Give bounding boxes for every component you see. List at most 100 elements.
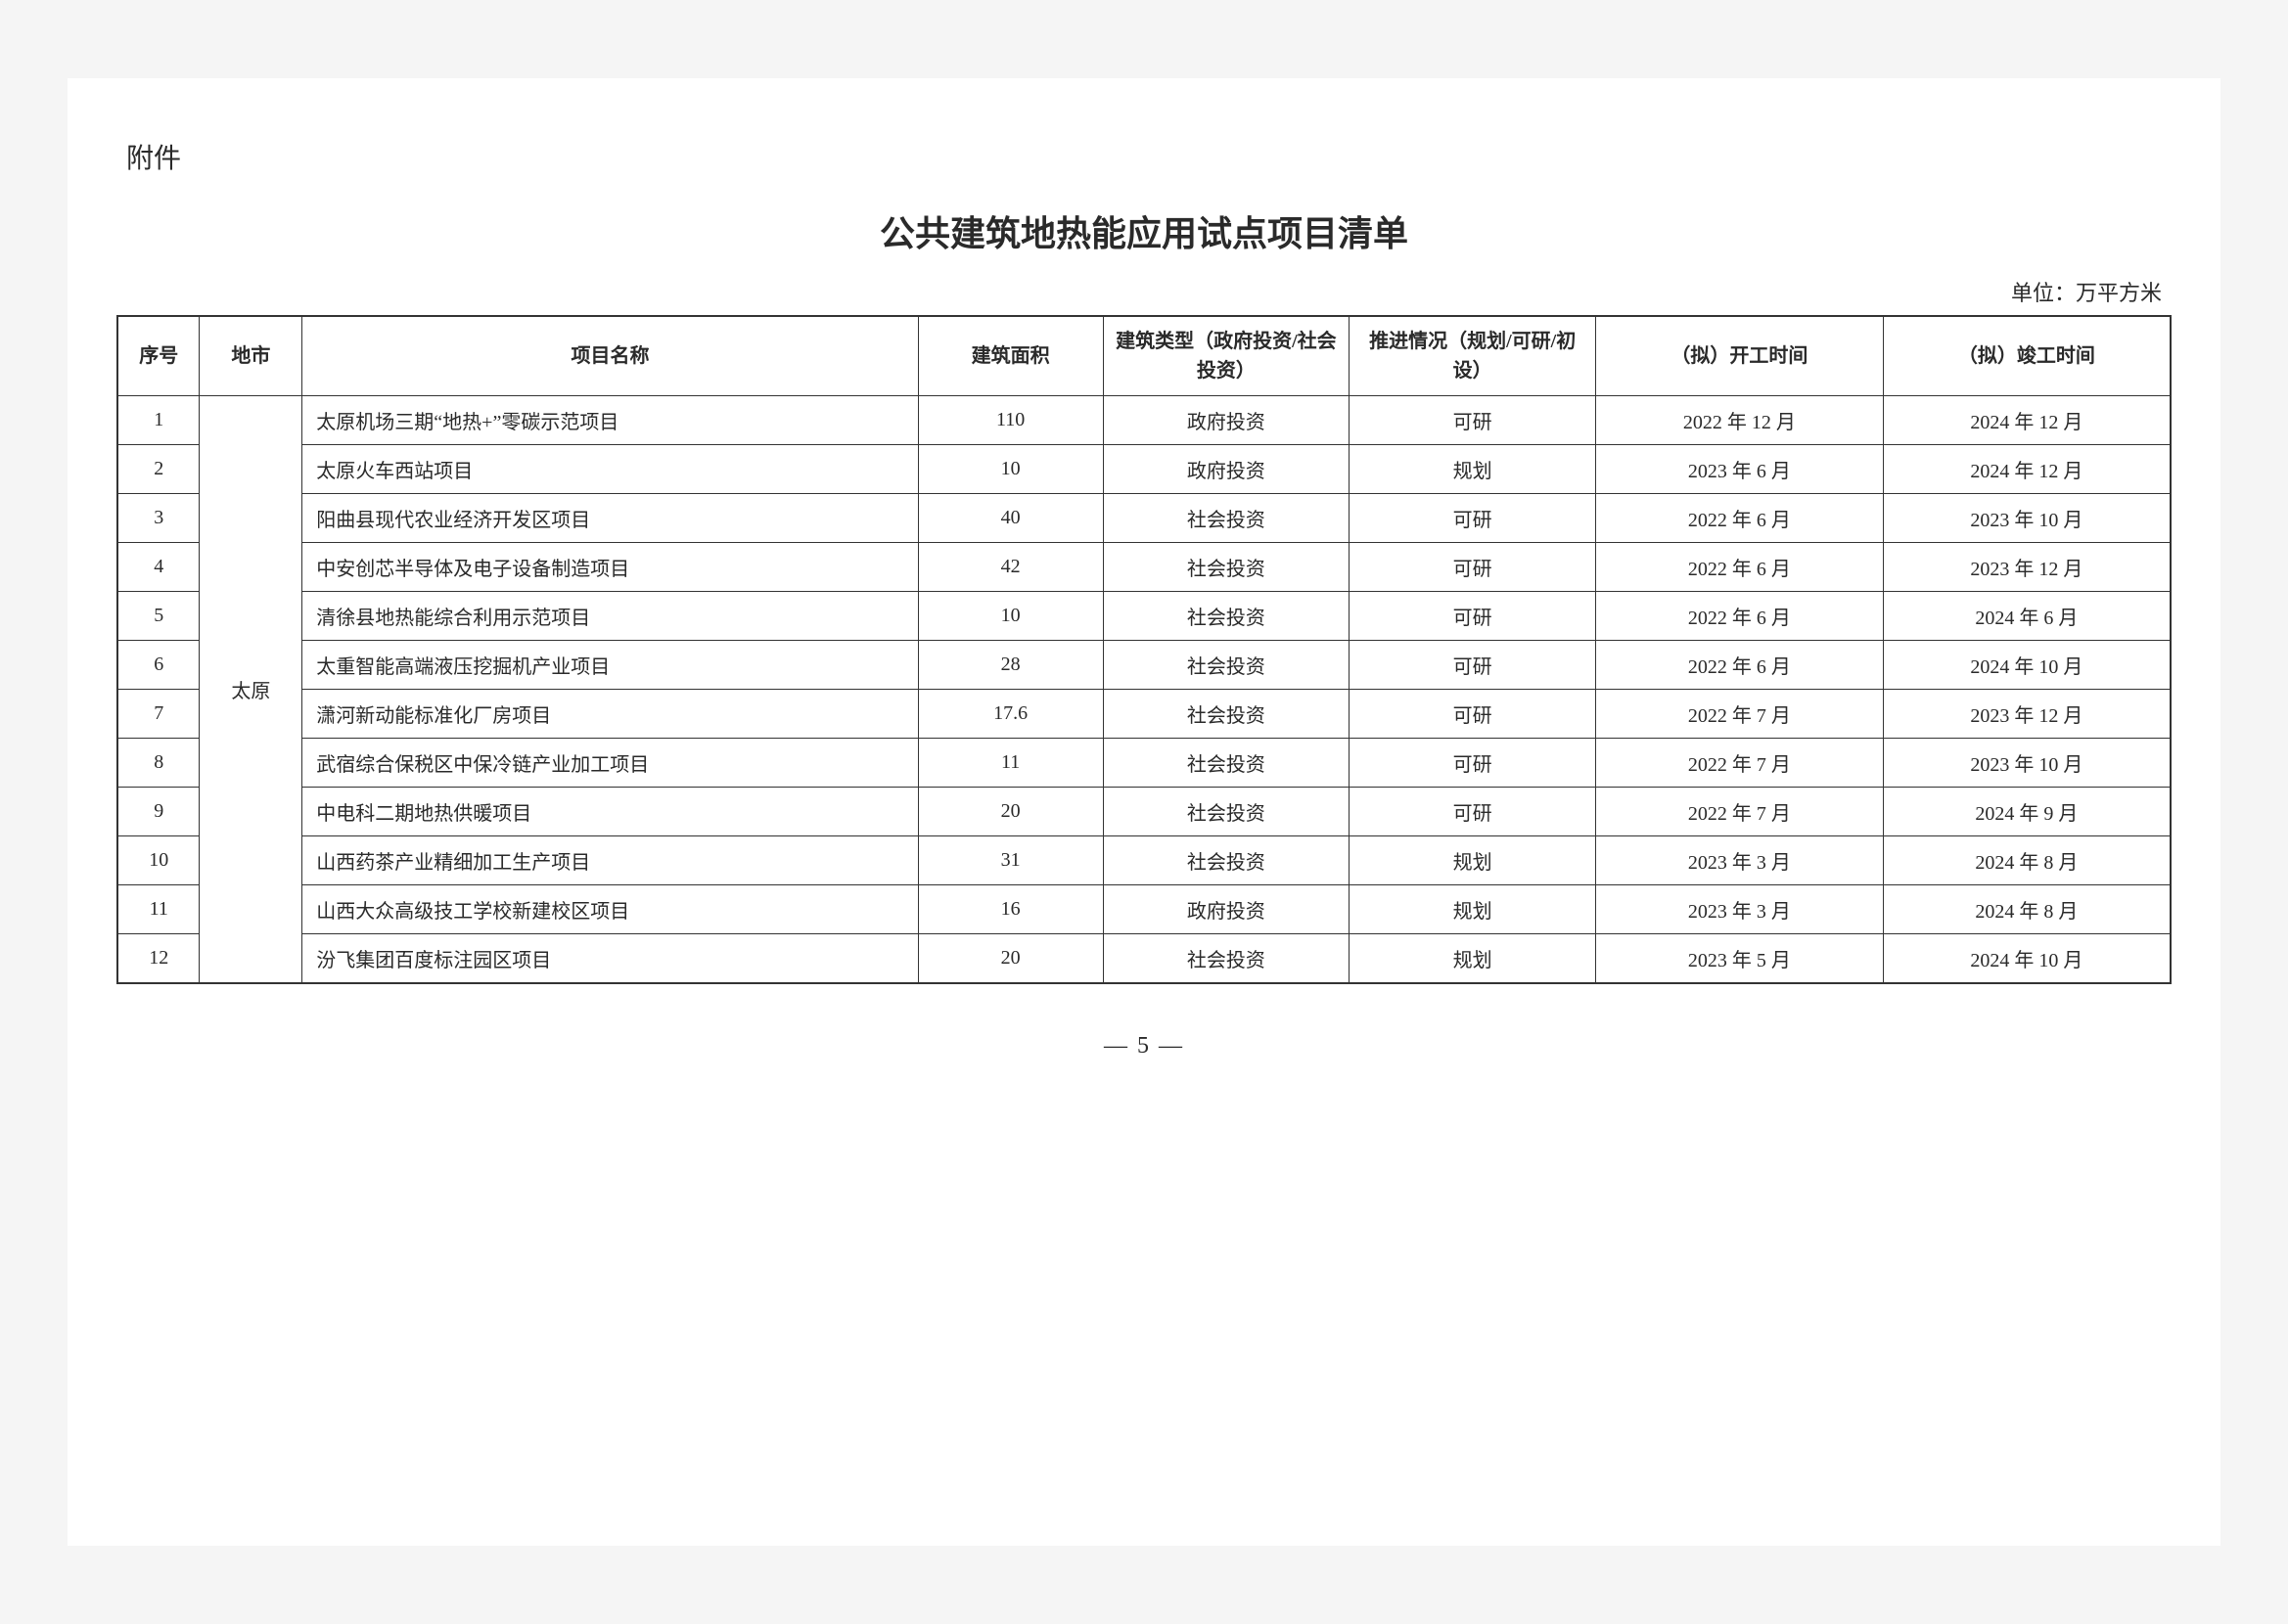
cell-status: 可研 [1350, 641, 1596, 690]
cell-start: 2022 年 7 月 [1596, 788, 1884, 836]
cell-area: 110 [918, 396, 1103, 445]
header-end: （拟）竣工时间 [1883, 316, 2171, 396]
cell-area: 11 [918, 739, 1103, 788]
unit-label: 单位：万平方米 [116, 276, 2172, 307]
document-title: 公共建筑地热能应用试点项目清单 [116, 205, 2172, 256]
cell-status: 可研 [1350, 788, 1596, 836]
cell-type: 社会投资 [1103, 543, 1350, 592]
cell-area: 10 [918, 592, 1103, 641]
cell-seq: 4 [117, 543, 200, 592]
cell-status: 可研 [1350, 543, 1596, 592]
cell-status: 可研 [1350, 396, 1596, 445]
table-row: 8 武宿综合保税区中保冷链产业加工项目 11 社会投资 可研 2022 年 7 … [117, 739, 2171, 788]
cell-start: 2023 年 3 月 [1596, 836, 1884, 885]
cell-area: 10 [918, 445, 1103, 494]
appendix-label: 附件 [126, 137, 2172, 176]
cell-end: 2023 年 10 月 [1883, 494, 2171, 543]
header-status: 推进情况（规划/可研/初设） [1350, 316, 1596, 396]
project-table: 序号 地市 项目名称 建筑面积 建筑类型（政府投资/社会投资） 推进情况（规划/… [116, 315, 2172, 984]
cell-start: 2022 年 6 月 [1596, 494, 1884, 543]
cell-end: 2024 年 10 月 [1883, 934, 2171, 984]
cell-name: 太原机场三期“地热+”零碳示范项目 [302, 396, 918, 445]
cell-seq: 2 [117, 445, 200, 494]
cell-name: 山西药茶产业精细加工生产项目 [302, 836, 918, 885]
cell-start: 2022 年 7 月 [1596, 739, 1884, 788]
cell-status: 可研 [1350, 592, 1596, 641]
cell-area: 17.6 [918, 690, 1103, 739]
cell-area: 31 [918, 836, 1103, 885]
table-header-row: 序号 地市 项目名称 建筑面积 建筑类型（政府投资/社会投资） 推进情况（规划/… [117, 316, 2171, 396]
cell-start: 2023 年 5 月 [1596, 934, 1884, 984]
cell-seq: 12 [117, 934, 200, 984]
header-name: 项目名称 [302, 316, 918, 396]
header-type: 建筑类型（政府投资/社会投资） [1103, 316, 1350, 396]
cell-area: 20 [918, 934, 1103, 984]
table-row: 1 太原 太原机场三期“地热+”零碳示范项目 110 政府投资 可研 2022 … [117, 396, 2171, 445]
cell-type: 社会投资 [1103, 788, 1350, 836]
cell-status: 规划 [1350, 445, 1596, 494]
cell-seq: 8 [117, 739, 200, 788]
table-row: 5 清徐县地热能综合利用示范项目 10 社会投资 可研 2022 年 6 月 2… [117, 592, 2171, 641]
cell-seq: 7 [117, 690, 200, 739]
cell-type: 社会投资 [1103, 592, 1350, 641]
document-page: 附件 公共建筑地热能应用试点项目清单 单位：万平方米 序号 地市 项目名称 建筑… [68, 78, 2220, 1546]
cell-status: 规划 [1350, 885, 1596, 934]
cell-end: 2024 年 10 月 [1883, 641, 2171, 690]
cell-area: 42 [918, 543, 1103, 592]
cell-area: 40 [918, 494, 1103, 543]
cell-end: 2023 年 12 月 [1883, 690, 2171, 739]
table-row: 4 中安创芯半导体及电子设备制造项目 42 社会投资 可研 2022 年 6 月… [117, 543, 2171, 592]
cell-start: 2022 年 6 月 [1596, 592, 1884, 641]
cell-type: 社会投资 [1103, 690, 1350, 739]
table-row: 7 潇河新动能标准化厂房项目 17.6 社会投资 可研 2022 年 7 月 2… [117, 690, 2171, 739]
cell-start: 2022 年 6 月 [1596, 641, 1884, 690]
header-seq: 序号 [117, 316, 200, 396]
cell-status: 规划 [1350, 836, 1596, 885]
cell-status: 可研 [1350, 494, 1596, 543]
cell-seq: 5 [117, 592, 200, 641]
cell-name: 山西大众高级技工学校新建校区项目 [302, 885, 918, 934]
table-row: 12 汾飞集团百度标注园区项目 20 社会投资 规划 2023 年 5 月 20… [117, 934, 2171, 984]
cell-type: 社会投资 [1103, 934, 1350, 984]
cell-end: 2024 年 8 月 [1883, 885, 2171, 934]
cell-type: 政府投资 [1103, 445, 1350, 494]
header-area: 建筑面积 [918, 316, 1103, 396]
cell-end: 2024 年 8 月 [1883, 836, 2171, 885]
cell-end: 2024 年 9 月 [1883, 788, 2171, 836]
cell-name: 太原火车西站项目 [302, 445, 918, 494]
cell-end: 2023 年 10 月 [1883, 739, 2171, 788]
cell-name: 中电科二期地热供暖项目 [302, 788, 918, 836]
cell-seq: 3 [117, 494, 200, 543]
table-header: 序号 地市 项目名称 建筑面积 建筑类型（政府投资/社会投资） 推进情况（规划/… [117, 316, 2171, 396]
cell-seq: 11 [117, 885, 200, 934]
cell-seq: 10 [117, 836, 200, 885]
cell-status: 可研 [1350, 690, 1596, 739]
cell-type: 社会投资 [1103, 494, 1350, 543]
cell-type: 政府投资 [1103, 885, 1350, 934]
table-row: 10 山西药茶产业精细加工生产项目 31 社会投资 规划 2023 年 3 月 … [117, 836, 2171, 885]
cell-name: 潇河新动能标准化厂房项目 [302, 690, 918, 739]
header-city: 地市 [200, 316, 302, 396]
cell-type: 社会投资 [1103, 739, 1350, 788]
cell-start: 2022 年 7 月 [1596, 690, 1884, 739]
page-number: — 5 — [116, 1033, 2172, 1060]
cell-area: 28 [918, 641, 1103, 690]
cell-name: 阳曲县现代农业经济开发区项目 [302, 494, 918, 543]
cell-type: 社会投资 [1103, 836, 1350, 885]
cell-start: 2022 年 6 月 [1596, 543, 1884, 592]
cell-seq: 9 [117, 788, 200, 836]
table-row: 9 中电科二期地热供暖项目 20 社会投资 可研 2022 年 7 月 2024… [117, 788, 2171, 836]
cell-seq: 1 [117, 396, 200, 445]
cell-end: 2024 年 12 月 [1883, 445, 2171, 494]
header-start: （拟）开工时间 [1596, 316, 1884, 396]
cell-end: 2024 年 6 月 [1883, 592, 2171, 641]
cell-status: 规划 [1350, 934, 1596, 984]
cell-type: 社会投资 [1103, 641, 1350, 690]
cell-name: 汾飞集团百度标注园区项目 [302, 934, 918, 984]
cell-name: 太重智能高端液压挖掘机产业项目 [302, 641, 918, 690]
table-body: 1 太原 太原机场三期“地热+”零碳示范项目 110 政府投资 可研 2022 … [117, 396, 2171, 984]
cell-area: 20 [918, 788, 1103, 836]
cell-status: 可研 [1350, 739, 1596, 788]
cell-name: 清徐县地热能综合利用示范项目 [302, 592, 918, 641]
table-row: 6 太重智能高端液压挖掘机产业项目 28 社会投资 可研 2022 年 6 月 … [117, 641, 2171, 690]
